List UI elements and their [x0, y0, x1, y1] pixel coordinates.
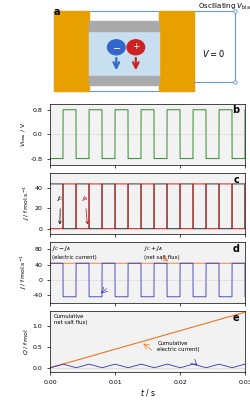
Text: $J_C$: $J_C$	[56, 194, 64, 224]
Circle shape	[108, 40, 125, 55]
Text: (electric current): (electric current)	[52, 255, 97, 260]
Y-axis label: $J$ / fmol.s$^{-1}$: $J$ / fmol.s$^{-1}$	[19, 254, 30, 290]
Y-axis label: $Q$ / fmol: $Q$ / fmol	[22, 328, 30, 355]
Circle shape	[127, 40, 144, 55]
Bar	[159, 11, 194, 90]
Bar	[54, 11, 194, 90]
Text: e: e	[232, 313, 239, 323]
Text: b: b	[232, 106, 239, 116]
Text: (net salt flux): (net salt flux)	[144, 255, 179, 260]
Bar	[89, 76, 159, 85]
Text: a: a	[54, 7, 60, 17]
Y-axis label: $V_{\mathrm{bias}}$ / V: $V_{\mathrm{bias}}$ / V	[19, 121, 28, 147]
Text: $J_C + J_A$: $J_C + J_A$	[144, 244, 163, 253]
Text: $V = 0$: $V = 0$	[202, 48, 225, 60]
Text: $-$: $-$	[112, 42, 121, 52]
Text: d: d	[232, 244, 239, 254]
Bar	[89, 22, 159, 31]
Text: Oscillating $V_{\mathrm{bias}}$: Oscillating $V_{\mathrm{bias}}$	[198, 2, 250, 12]
Bar	[89, 31, 159, 76]
Text: $J_A$: $J_A$	[81, 194, 89, 224]
Text: Cumulative
electric current): Cumulative electric current)	[157, 342, 200, 352]
X-axis label: $t$ / s: $t$ / s	[140, 388, 156, 398]
Text: c: c	[234, 174, 239, 184]
Text: Cumulative
net salt flux): Cumulative net salt flux)	[54, 314, 88, 325]
Text: $J_C - J_A$: $J_C - J_A$	[52, 244, 71, 253]
Text: $+$: $+$	[132, 42, 140, 52]
Y-axis label: $J$ / fmol.s$^{-1}$: $J$ / fmol.s$^{-1}$	[22, 185, 32, 221]
Bar	[54, 11, 89, 90]
